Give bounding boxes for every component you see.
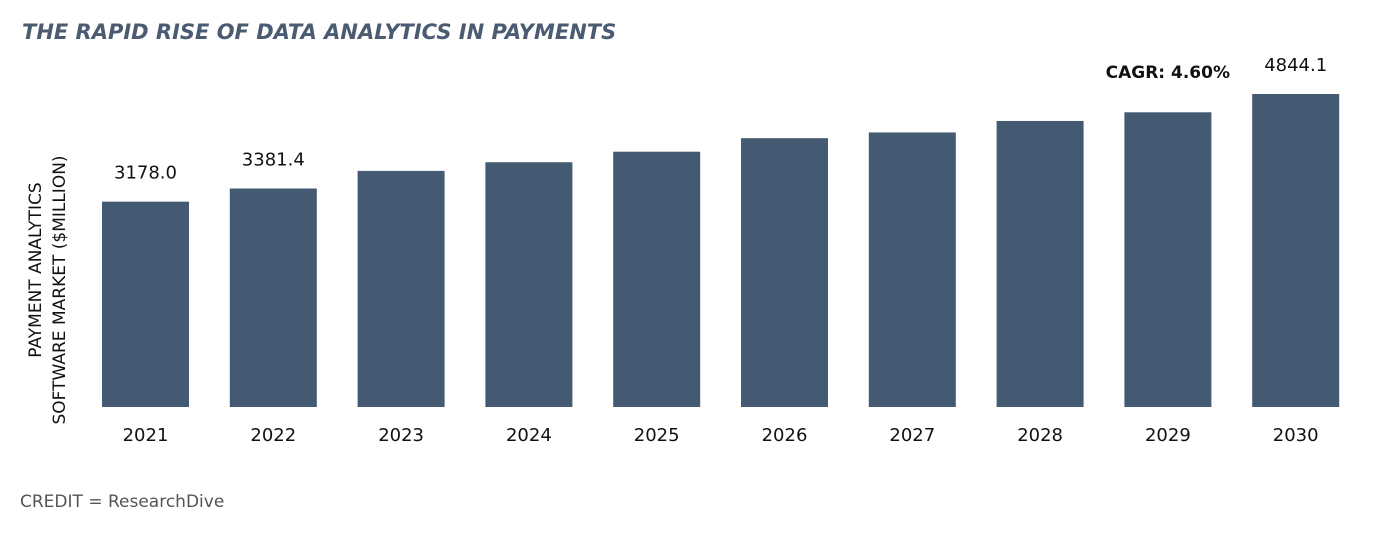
bar [102, 201, 189, 407]
data-label: 4844.1 [1264, 55, 1327, 76]
x-tick-label: 2029 [1145, 425, 1191, 446]
bar [1124, 112, 1212, 407]
y-axis-label: PAYMENT ANALYTICS [26, 182, 46, 357]
data-label: 3178.0 [114, 163, 177, 184]
x-tick-label: 2021 [123, 425, 169, 446]
bar [741, 138, 828, 407]
x-tick-label: 2025 [634, 425, 680, 446]
x-tick-label: 2022 [250, 425, 296, 446]
x-tick-label: 2028 [1017, 425, 1063, 446]
bar [357, 170, 445, 407]
bar [868, 132, 956, 407]
credit: CREDIT = ResearchDive [20, 492, 224, 512]
x-tick-label: 2030 [1273, 425, 1319, 446]
chart-title: THE RAPID RISE OF DATA ANALYTICS IN PAYM… [22, 20, 616, 44]
data-label: 3381.4 [242, 150, 305, 171]
y-axis-label: SOFTWARE MARKET ($MILLION) [50, 155, 70, 424]
bar [229, 188, 317, 407]
bar [485, 162, 573, 407]
x-tick-label: 2023 [378, 425, 424, 446]
bar [996, 120, 1084, 408]
bar [613, 151, 701, 407]
x-tick-label: 2027 [889, 425, 935, 446]
x-tick-label: 2026 [762, 425, 808, 446]
x-tick-label: 2024 [506, 425, 552, 446]
annotation: CAGR: 4.60% [1106, 63, 1230, 83]
bar [1252, 94, 1340, 407]
